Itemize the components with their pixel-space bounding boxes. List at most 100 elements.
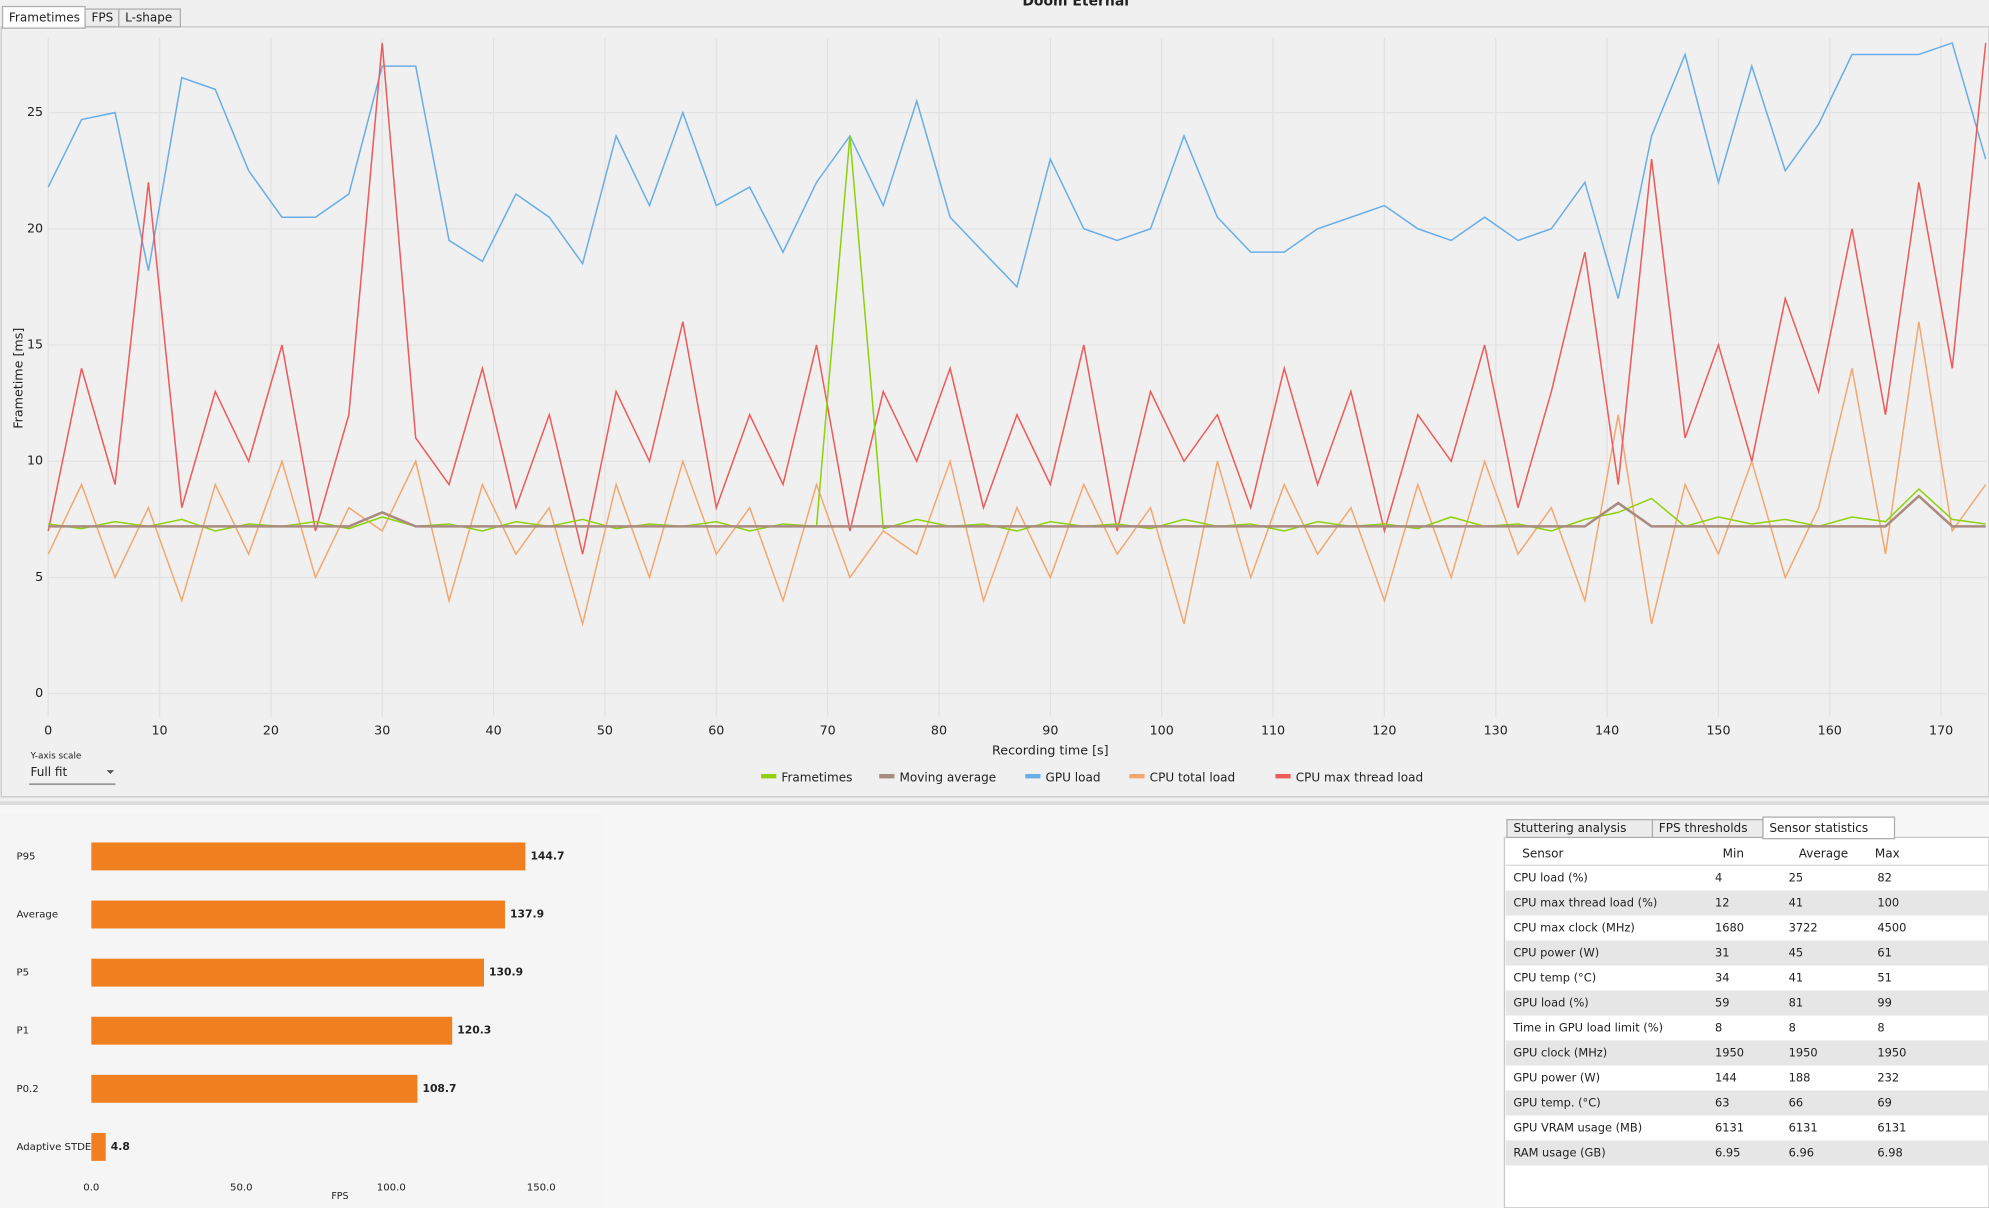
y-tick-label: 5 [35, 569, 43, 584]
legend-label: GPU load [1046, 770, 1101, 784]
value-label: 137.9 [510, 908, 544, 921]
table-tab-label[interactable]: Sensor statistics [1769, 821, 1868, 835]
y-tick-label: 0 [35, 685, 43, 700]
x-tick-label: 170 [1929, 722, 1953, 737]
table-cell: 232 [1877, 1070, 1899, 1084]
table-cell: 12 [1715, 895, 1730, 909]
table-cell: 81 [1789, 995, 1804, 1009]
legend-label: Frametimes [781, 770, 852, 784]
table-cell: CPU temp (°C) [1513, 970, 1596, 984]
table-cell: 3722 [1789, 920, 1818, 934]
table-cell: 99 [1877, 995, 1892, 1009]
table-cell: 188 [1789, 1070, 1811, 1084]
y-tick-label: 25 [27, 104, 43, 119]
table-cell: 1680 [1715, 920, 1744, 934]
table-cell: 1950 [1789, 1045, 1818, 1059]
table-cell: GPU load (%) [1513, 995, 1588, 1009]
table-cell: 41 [1789, 970, 1804, 984]
table-cell: 25 [1789, 870, 1804, 884]
table-cell: 8 [1877, 1020, 1884, 1034]
table-cell: 4 [1715, 870, 1722, 884]
series-line [47, 42, 1987, 555]
row-stripe [1505, 940, 1989, 966]
table-tab[interactable] [1762, 816, 1896, 840]
x-tick-label: 0 [44, 722, 52, 737]
series-line [48, 494, 1986, 528]
x-tick-label: 70 [820, 722, 836, 737]
x-tick-label: 130 [1484, 722, 1508, 737]
chart-title: Doom Eternal [1022, 0, 1129, 9]
category-label: P0.2 [16, 1084, 38, 1095]
x-tick-label: 90 [1042, 722, 1058, 737]
bar [91, 900, 505, 929]
tab-label[interactable]: L-shape [125, 10, 172, 24]
y-tick-label: 10 [27, 453, 43, 468]
dropdown-arrow[interactable] [106, 770, 115, 774]
column-header: Average [1799, 846, 1848, 860]
row-stripe [1505, 1140, 1989, 1166]
table-cell: GPU temp. (°C) [1513, 1095, 1600, 1109]
category-label: P1 [16, 1026, 29, 1037]
row-stripe [1505, 890, 1989, 916]
x-tick-label: 80 [931, 722, 947, 737]
table-cell: CPU max thread load (%) [1513, 895, 1657, 909]
y-axis-title: Frametime [ms] [11, 328, 26, 429]
table-cell: 61 [1877, 945, 1892, 959]
table-cell: 100 [1877, 895, 1899, 909]
x-tick-label: 30 [374, 722, 390, 737]
column-header: Max [1875, 846, 1900, 860]
table-cell: 8 [1789, 1020, 1796, 1034]
x-tick-label: 150.0 [527, 1183, 556, 1194]
x-tick-label: 0.0 [83, 1183, 99, 1194]
table-tab-label[interactable]: Stuttering analysis [1513, 821, 1626, 835]
bar [91, 1016, 453, 1045]
y-tick-label: 15 [27, 337, 43, 352]
value-label: 130.9 [489, 966, 523, 979]
x-tick-label: 40 [486, 722, 502, 737]
row-stripe [1505, 1040, 1989, 1066]
table-cell: 66 [1789, 1095, 1804, 1109]
table-cell: CPU power (W) [1513, 945, 1599, 959]
legend-swatch [1025, 773, 1041, 779]
table-cell: 1950 [1715, 1045, 1744, 1059]
column-header: Min [1723, 846, 1744, 860]
x-tick-label: 150 [1706, 722, 1730, 737]
y-scale-dropdown[interactable]: Full fit [30, 765, 67, 779]
x-tick-label: 50.0 [230, 1183, 253, 1194]
series-line [47, 41, 1987, 299]
bar [91, 958, 484, 987]
legend-label: CPU max thread load [1296, 770, 1423, 784]
x-tick-label: 100.0 [377, 1183, 406, 1194]
tab-label[interactable]: FPS [91, 10, 113, 24]
table-cell: 51 [1877, 970, 1892, 984]
bar [91, 842, 526, 871]
x-axis-title: Recording time [s] [992, 743, 1109, 758]
legend-label: Moving average [899, 770, 996, 784]
table-cell: CPU max clock (MHz) [1513, 920, 1635, 934]
x-tick-label: 60 [708, 722, 724, 737]
table-cell: Time in GPU load limit (%) [1512, 1020, 1663, 1034]
table-cell: 6131 [1877, 1120, 1906, 1134]
x-tick-label: 10 [151, 722, 167, 737]
table-cell: 144 [1715, 1070, 1737, 1084]
x-axis-title: FPS [331, 1191, 348, 1202]
tab[interactable] [118, 8, 182, 28]
table-cell: 6131 [1715, 1120, 1744, 1134]
value-label: 4.8 [111, 1140, 130, 1153]
category-label: Adaptive STDEV [16, 1142, 98, 1153]
table-cell: 8 [1715, 1020, 1722, 1034]
table-tab-label[interactable]: FPS thresholds [1659, 821, 1748, 835]
column-header: Sensor [1522, 846, 1563, 860]
table-cell: GPU VRAM usage (MB) [1513, 1120, 1642, 1134]
table-cell: 6.95 [1715, 1145, 1740, 1159]
category-label: P5 [16, 968, 29, 979]
x-tick-label: 160 [1818, 722, 1842, 737]
x-tick-label: 50 [597, 722, 613, 737]
tab-label[interactable]: Frametimes [9, 10, 80, 24]
value-label: 144.7 [530, 849, 564, 862]
series-line [48, 135, 1986, 532]
legend-swatch [761, 773, 777, 779]
row-stripe [1505, 990, 1989, 1016]
legend-swatch [1275, 773, 1291, 779]
